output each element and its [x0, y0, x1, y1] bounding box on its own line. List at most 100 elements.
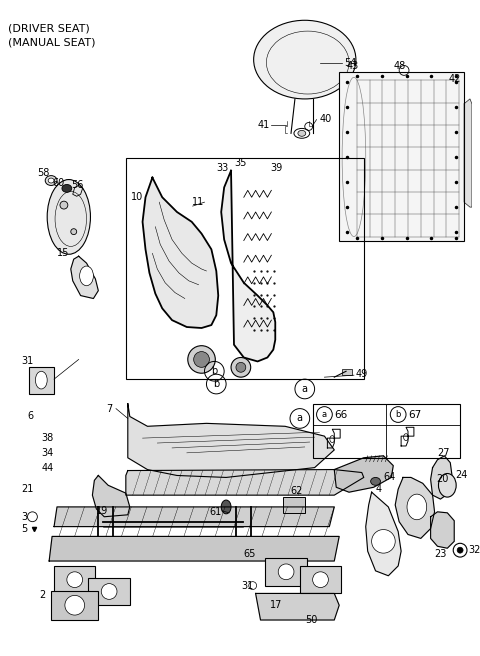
Text: 44: 44	[41, 462, 54, 472]
Text: 10: 10	[131, 192, 143, 202]
Text: 19: 19	[96, 506, 108, 516]
Polygon shape	[221, 171, 275, 361]
Text: 60: 60	[52, 178, 64, 188]
Text: 50: 50	[305, 615, 317, 625]
Text: b: b	[396, 410, 401, 419]
Text: 48: 48	[393, 62, 406, 72]
Ellipse shape	[438, 474, 456, 497]
Polygon shape	[93, 476, 130, 517]
Polygon shape	[464, 99, 472, 207]
Ellipse shape	[62, 184, 72, 192]
Polygon shape	[128, 403, 334, 478]
Text: 61: 61	[209, 507, 222, 517]
Text: 20: 20	[436, 474, 449, 484]
Text: 7: 7	[106, 403, 112, 414]
Bar	[265, 558, 307, 586]
Text: 54: 54	[344, 58, 357, 68]
Ellipse shape	[372, 529, 395, 553]
Ellipse shape	[101, 584, 117, 600]
Ellipse shape	[278, 564, 294, 580]
Text: 64: 64	[384, 472, 396, 482]
Bar	[312, 403, 460, 458]
Text: 56: 56	[71, 180, 83, 190]
Text: 17: 17	[270, 600, 283, 610]
Ellipse shape	[36, 371, 47, 389]
Ellipse shape	[371, 478, 381, 485]
Ellipse shape	[47, 180, 90, 255]
Text: 3: 3	[22, 512, 28, 522]
Text: 42: 42	[448, 74, 461, 84]
Text: a: a	[322, 410, 327, 419]
Text: 4: 4	[375, 484, 382, 494]
Text: 66: 66	[334, 409, 348, 420]
Ellipse shape	[221, 500, 231, 514]
Text: 6: 6	[27, 411, 34, 422]
Polygon shape	[73, 186, 83, 196]
Ellipse shape	[65, 596, 84, 615]
Bar	[29, 367, 54, 394]
Ellipse shape	[457, 547, 463, 553]
Ellipse shape	[67, 572, 83, 588]
Text: 38: 38	[41, 433, 54, 443]
Text: (DRIVER SEAT): (DRIVER SEAT)	[8, 23, 90, 33]
Text: 35: 35	[234, 158, 246, 168]
Text: 27: 27	[437, 448, 450, 458]
Text: 49: 49	[356, 369, 368, 379]
Text: 40: 40	[320, 113, 332, 123]
Text: 58: 58	[37, 168, 50, 178]
Text: 2: 2	[39, 590, 46, 600]
Text: 65: 65	[244, 549, 256, 559]
Ellipse shape	[236, 362, 246, 372]
Ellipse shape	[71, 229, 77, 235]
Ellipse shape	[231, 358, 251, 377]
Polygon shape	[334, 456, 393, 492]
Text: 34: 34	[41, 448, 54, 458]
Text: 24: 24	[455, 470, 468, 480]
Polygon shape	[54, 507, 334, 527]
Polygon shape	[71, 256, 98, 298]
Text: 5: 5	[22, 523, 28, 533]
Bar	[283, 497, 305, 513]
Polygon shape	[366, 492, 401, 576]
Ellipse shape	[253, 20, 356, 99]
Text: a: a	[297, 413, 303, 424]
Text: b: b	[211, 366, 217, 377]
Ellipse shape	[48, 178, 54, 183]
Polygon shape	[431, 456, 452, 499]
Text: 41: 41	[258, 121, 270, 131]
Polygon shape	[431, 512, 454, 548]
Ellipse shape	[407, 494, 427, 520]
Bar	[342, 369, 352, 375]
Ellipse shape	[193, 352, 209, 367]
Text: b: b	[213, 379, 219, 389]
Polygon shape	[49, 537, 339, 561]
Ellipse shape	[298, 131, 306, 136]
Text: 31: 31	[22, 356, 34, 367]
Polygon shape	[126, 470, 364, 495]
Bar	[54, 566, 96, 594]
Text: 39: 39	[270, 163, 283, 173]
Text: 23: 23	[434, 549, 447, 559]
Text: 32: 32	[468, 545, 480, 555]
Ellipse shape	[312, 572, 328, 588]
Text: 31: 31	[241, 581, 253, 590]
Ellipse shape	[453, 543, 467, 557]
Ellipse shape	[80, 266, 94, 286]
Text: a: a	[302, 384, 308, 394]
Polygon shape	[256, 594, 339, 620]
Text: 43: 43	[346, 62, 358, 72]
Polygon shape	[143, 178, 218, 328]
Bar	[300, 566, 341, 594]
Ellipse shape	[60, 201, 68, 209]
Text: 67: 67	[408, 409, 421, 420]
Bar	[51, 592, 98, 620]
Polygon shape	[395, 478, 434, 539]
Ellipse shape	[45, 176, 57, 186]
Bar	[126, 158, 364, 379]
Text: 62: 62	[290, 486, 302, 496]
Bar	[88, 578, 130, 605]
Text: 11: 11	[192, 197, 204, 207]
Text: 21: 21	[22, 484, 34, 494]
Text: 15: 15	[57, 248, 70, 258]
Bar	[339, 72, 464, 241]
